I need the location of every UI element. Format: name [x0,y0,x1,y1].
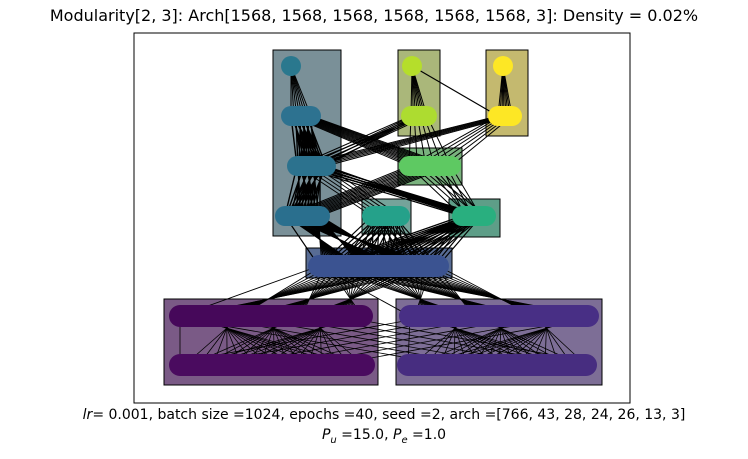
pe-symbol: P [393,427,402,443]
edge [302,115,501,167]
edge [411,65,499,117]
caption-line-1: lr= 0.001, batch size =1024, epochs =40,… [0,407,748,423]
nodes [169,56,599,376]
edge [325,115,513,167]
edge [308,115,504,167]
caption-line-2: Pu =15.0, Pe =1.0 [0,427,748,446]
pu-value: =15.0, [336,427,393,443]
pe-value: =1.0 [407,427,447,443]
chart-title: Modularity[2, 3]: Arch[1568, 1568, 1568,… [49,6,699,25]
output-node-3 [493,56,513,76]
edge [320,115,510,167]
pu-symbol: P [321,427,331,443]
edge [307,165,487,217]
output-node-2 [402,56,422,76]
pu-subscript: u [330,434,337,446]
edge [298,115,425,167]
caption-params: = 0.001, batch size =1024, epochs =40, s… [92,407,686,423]
output-node-1 [281,56,301,76]
pe-subscript: e [401,434,408,446]
edge [189,319,411,361]
edge [296,115,421,167]
lr-symbol: lr [82,407,93,423]
